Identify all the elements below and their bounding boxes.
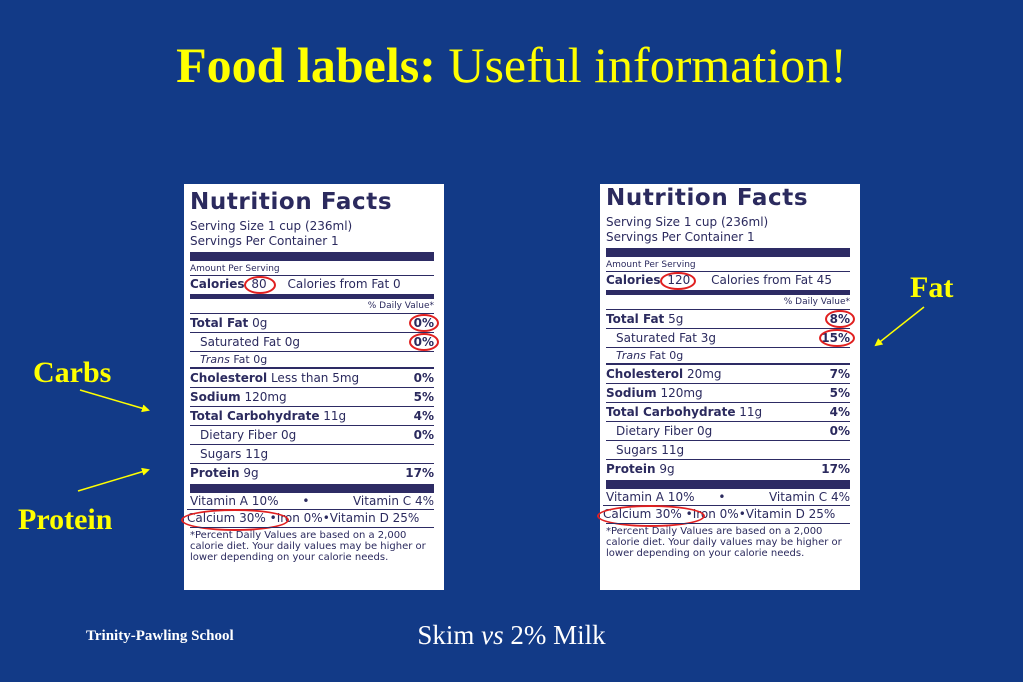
carbs-arrow bbox=[79, 389, 150, 413]
footnote: *Percent Daily Values are based on a 2,0… bbox=[606, 523, 850, 559]
total-fat-row: Total Fat 0g 0% bbox=[190, 313, 439, 332]
trans-fat-row: Trans Fat 0g bbox=[190, 351, 434, 367]
panel-heading: Nutrition Facts bbox=[606, 185, 809, 211]
slide-title: Food labels: Useful information! bbox=[0, 34, 1023, 96]
divider-medium bbox=[190, 294, 434, 299]
vitamins-row: Vitamin A 10% • Vitamin C 4% bbox=[606, 490, 850, 504]
divider-thin bbox=[190, 367, 434, 369]
cholesterol-row: Cholesterol 20mg 7% bbox=[606, 367, 850, 381]
servings-per-container: Servings Per Container 1 bbox=[190, 234, 339, 248]
divider-medium bbox=[606, 290, 850, 295]
divider-thick bbox=[606, 248, 850, 257]
highlight-circle bbox=[409, 333, 439, 351]
protein-row: Protein 9g 17% bbox=[190, 463, 434, 482]
dietary-fiber-row: Dietary Fiber 0g 0% bbox=[606, 421, 850, 440]
fat-label: Fat bbox=[910, 271, 954, 304]
highlight-circle bbox=[409, 314, 439, 332]
serving-size: Serving Size 1 cup (236ml) bbox=[190, 219, 353, 233]
carbs-label: Carbs bbox=[33, 356, 112, 389]
trans-fat-row: Trans Fat 0g bbox=[606, 347, 850, 363]
slide-caption: Skim vs 2% Milk bbox=[417, 620, 606, 650]
calories-from-fat: Calories from Fat 0 bbox=[287, 277, 401, 291]
highlight-circle bbox=[181, 509, 289, 531]
saturated-fat-row: Saturated Fat 0g 0% bbox=[190, 332, 439, 351]
carbohydrate-row: Total Carbohydrate 11g 4% bbox=[190, 406, 434, 425]
serving-size: Serving Size 1 cup (236ml) bbox=[606, 215, 769, 229]
calories-row: Calories 120 Calories from Fat 45 bbox=[606, 271, 850, 290]
highlight-circle bbox=[244, 276, 277, 294]
sugars-row: Sugars 11g bbox=[190, 444, 434, 463]
school-name: Trinity-Pawling School bbox=[86, 628, 234, 644]
footnote: *Percent Daily Values are based on a 2,0… bbox=[190, 527, 434, 563]
minerals-row: Calcium 30% •Iron 0%•Vitamin D 25% bbox=[181, 509, 434, 531]
nutrition-facts-skim: Nutrition Facts Serving Size 1 cup (236m… bbox=[181, 184, 444, 590]
highlight-circle bbox=[819, 329, 855, 347]
daily-value-header: % Daily Value* bbox=[367, 301, 434, 311]
highlight-circle bbox=[825, 310, 855, 328]
saturated-fat-row: Saturated Fat 3g 15% bbox=[606, 328, 855, 347]
total-fat-row: Total Fat 5g 8% bbox=[606, 309, 855, 328]
divider-thick bbox=[190, 252, 434, 261]
highlight-circle bbox=[660, 272, 697, 290]
servings-per-container: Servings Per Container 1 bbox=[606, 230, 755, 244]
calories-label: Calories bbox=[606, 273, 661, 287]
protein-label: Protein bbox=[18, 503, 113, 536]
calories-row: Calories 80 Calories from Fat 0 bbox=[190, 275, 434, 294]
panel-heading: Nutrition Facts bbox=[190, 189, 393, 215]
calories-label: Calories bbox=[190, 277, 245, 291]
daily-value-header: % Daily Value* bbox=[783, 297, 850, 307]
sugars-row: Sugars 11g bbox=[606, 440, 850, 459]
title-bold: Food labels: bbox=[176, 37, 436, 93]
protein-row: Protein 9g 17% bbox=[606, 459, 850, 478]
divider-thick bbox=[606, 480, 850, 489]
divider-thick bbox=[190, 484, 434, 493]
calories-from-fat: Calories from Fat 45 bbox=[711, 273, 832, 287]
dietary-fiber-row: Dietary Fiber 0g 0% bbox=[190, 425, 434, 444]
nutrition-facts-2-percent: Nutrition Facts Serving Size 1 cup (236m… bbox=[597, 184, 860, 590]
sodium-row: Sodium 120mg 5% bbox=[190, 387, 434, 406]
divider-thin bbox=[606, 363, 850, 365]
minerals-row: Calcium 30% •Iron 0%•Vitamin D 25% bbox=[597, 505, 850, 527]
cholesterol-row: Cholesterol Less than 5mg 0% bbox=[190, 371, 434, 385]
amount-per-serving: Amount Per Serving bbox=[190, 264, 280, 274]
vitamins-row: Vitamin A 10% • Vitamin C 4% bbox=[190, 494, 434, 508]
carbohydrate-row: Total Carbohydrate 11g 4% bbox=[606, 402, 850, 421]
fat-arrow bbox=[874, 306, 925, 347]
amount-per-serving: Amount Per Serving bbox=[606, 260, 696, 270]
title-rest: Useful information! bbox=[448, 37, 847, 93]
protein-arrow bbox=[77, 467, 150, 492]
sodium-row: Sodium 120mg 5% bbox=[606, 383, 850, 402]
highlight-circle bbox=[597, 505, 705, 527]
